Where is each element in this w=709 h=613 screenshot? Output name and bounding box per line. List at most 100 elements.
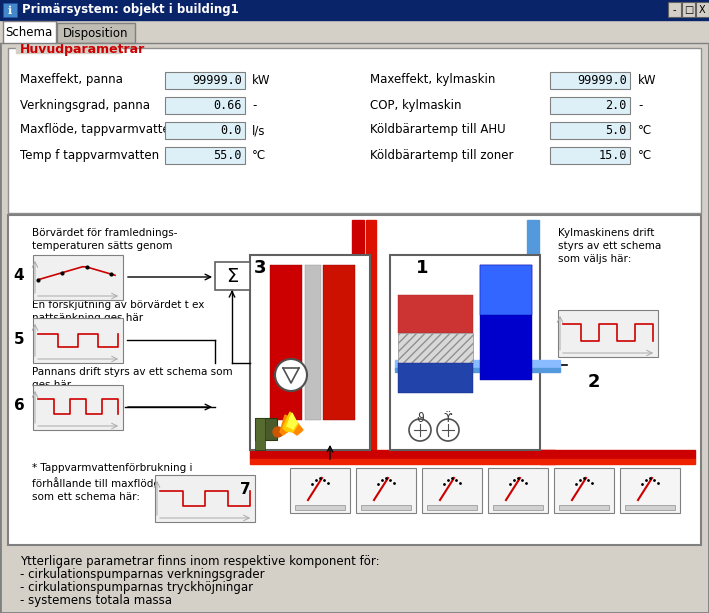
Text: X: X — [699, 5, 706, 15]
Bar — [480, 265, 532, 380]
Text: 99999.0: 99999.0 — [577, 74, 627, 87]
Bar — [668, 2, 681, 17]
Bar — [422, 468, 482, 513]
Circle shape — [273, 427, 283, 437]
Text: 3: 3 — [254, 259, 267, 277]
Bar — [290, 468, 350, 513]
Text: Schema: Schema — [6, 26, 52, 39]
Bar — [427, 505, 477, 510]
Text: - cirkulationspumparnas tryckhöjningar: - cirkulationspumparnas tryckhöjningar — [20, 581, 253, 594]
Bar — [352, 220, 364, 455]
Polygon shape — [283, 412, 298, 432]
Text: °C: °C — [638, 149, 652, 162]
Bar — [155, 475, 255, 522]
Bar — [554, 468, 614, 513]
Bar — [33, 318, 123, 363]
Text: ϑ: ϑ — [416, 411, 424, 424]
Bar — [255, 418, 265, 450]
Text: - cirkulationspumparnas verkningsgrader: - cirkulationspumparnas verkningsgrader — [20, 568, 264, 581]
Bar — [550, 122, 630, 139]
Bar — [540, 459, 695, 464]
Text: 5: 5 — [13, 332, 24, 348]
Text: Köldbärartemp till zoner: Köldbärartemp till zoner — [370, 148, 513, 161]
Text: 7: 7 — [240, 482, 250, 498]
Text: l/s: l/s — [252, 124, 265, 137]
Text: □: □ — [684, 5, 693, 15]
Text: ℹ: ℹ — [8, 6, 12, 16]
Bar — [625, 505, 675, 510]
Text: 4: 4 — [13, 267, 24, 283]
Bar — [250, 450, 555, 459]
Text: Disposition: Disposition — [63, 26, 129, 39]
Bar — [295, 505, 345, 510]
Text: Verkningsgrad, panna: Verkningsgrad, panna — [20, 99, 150, 112]
Bar — [305, 265, 321, 420]
Bar — [270, 265, 302, 420]
Bar — [3, 3, 17, 17]
Text: Σ: Σ — [226, 267, 238, 286]
Text: kW: kW — [638, 74, 657, 87]
Text: * Tappvarmvattenförbrukning i
förhållande till maxflöde ges
som ett schema här:: * Tappvarmvattenförbrukning i förhålland… — [32, 463, 193, 502]
Text: 15.0: 15.0 — [598, 149, 627, 162]
Bar — [165, 147, 245, 164]
Bar — [395, 360, 560, 368]
Text: Kylmaskinens drift
styrs av ett schema
som väljs här:: Kylmaskinens drift styrs av ett schema s… — [558, 228, 661, 264]
Text: Maxflöde, tappvarmvatten*: Maxflöde, tappvarmvatten* — [20, 123, 183, 137]
Bar — [558, 310, 658, 357]
Text: Maxeffekt, panna: Maxeffekt, panna — [20, 74, 123, 86]
Bar — [696, 2, 709, 17]
Text: 0.66: 0.66 — [213, 99, 242, 112]
Bar — [559, 505, 609, 510]
Polygon shape — [280, 415, 303, 435]
Text: 55.0: 55.0 — [213, 149, 242, 162]
Bar — [165, 97, 245, 114]
Bar — [395, 368, 560, 372]
Bar — [398, 295, 473, 333]
Text: En förskjutning av börvärdet t ex
nattsänkning ges här: En förskjutning av börvärdet t ex nattsä… — [32, 300, 204, 323]
Bar — [620, 468, 680, 513]
Bar — [323, 265, 355, 420]
Text: Ytterligare parametrar finns inom respektive komponent för:: Ytterligare parametrar finns inom respek… — [20, 555, 379, 568]
Text: Primärsystem: objekt i building1: Primärsystem: objekt i building1 — [22, 4, 239, 17]
Text: 6: 6 — [13, 397, 24, 413]
Bar — [8, 48, 701, 213]
Text: Köldbärartemp till AHU: Köldbärartemp till AHU — [370, 123, 506, 137]
Text: 2: 2 — [588, 373, 601, 391]
Bar — [682, 2, 695, 17]
Bar — [390, 255, 540, 450]
Bar — [488, 468, 548, 513]
Bar — [0, 20, 709, 43]
Text: 99999.0: 99999.0 — [192, 74, 242, 87]
Text: Temp f tappvarmvatten: Temp f tappvarmvatten — [20, 148, 159, 161]
Bar — [493, 505, 543, 510]
Text: Pannans drift styrs av ett schema som
ges här: Pannans drift styrs av ett schema som ge… — [32, 367, 233, 390]
Bar — [550, 97, 630, 114]
Bar — [8, 215, 701, 545]
Bar — [165, 72, 245, 89]
Text: °C: °C — [638, 124, 652, 137]
Bar — [250, 255, 370, 450]
Text: kW: kW — [252, 74, 271, 87]
Bar — [3, 21, 56, 43]
Text: COP, kylmaskin: COP, kylmaskin — [370, 99, 462, 112]
Bar — [540, 450, 695, 459]
Bar — [57, 23, 135, 43]
Bar — [33, 255, 123, 300]
Text: -: - — [673, 5, 676, 15]
Polygon shape — [287, 413, 297, 429]
Bar — [255, 418, 277, 440]
Text: °C: °C — [252, 149, 266, 162]
Bar — [250, 459, 555, 464]
Circle shape — [437, 419, 459, 441]
Circle shape — [275, 359, 307, 391]
Bar — [398, 333, 473, 363]
Bar — [550, 147, 630, 164]
Bar — [366, 220, 376, 455]
Bar — [361, 505, 411, 510]
Text: Huvudparametrar: Huvudparametrar — [20, 42, 145, 56]
Text: -: - — [638, 99, 642, 112]
Text: 5.0: 5.0 — [605, 124, 627, 137]
Text: 1: 1 — [415, 259, 428, 277]
Bar — [398, 363, 473, 393]
Bar — [215, 262, 250, 290]
